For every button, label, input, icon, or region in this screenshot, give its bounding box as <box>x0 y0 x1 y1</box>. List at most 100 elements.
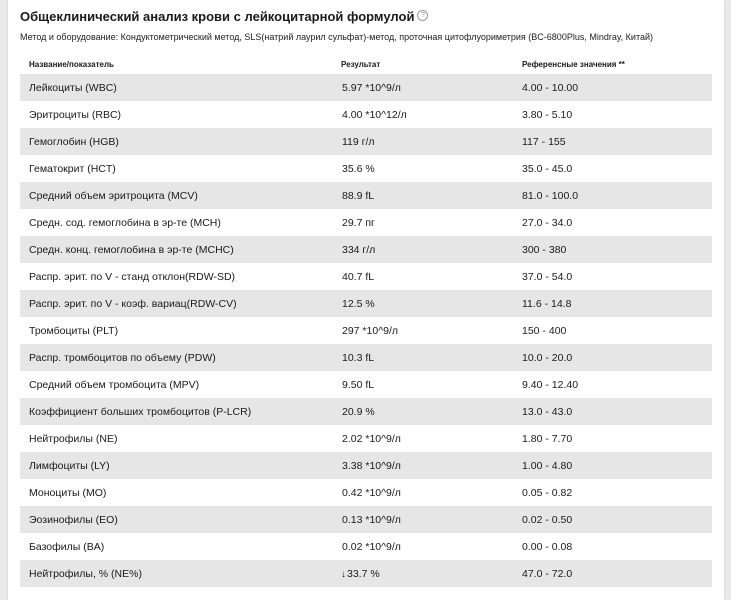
result-value: 5.97 *10^9/л <box>342 81 401 94</box>
cell-reference: 117 - 155 <box>513 128 712 155</box>
cell-result: 40.7 fL <box>332 263 513 290</box>
cell-reference: 11.6 - 14.8 <box>513 290 712 317</box>
result-value: 0.13 *10^9/л <box>342 513 401 526</box>
cell-result: 0.42 *10^9/л <box>332 479 513 506</box>
cell-reference: 37.0 - 54.0 <box>513 263 712 290</box>
cell-result: 88.9 fL <box>332 182 513 209</box>
cell-reference: 0.05 - 0.82 <box>513 479 712 506</box>
result-value: 29.7 пг <box>342 216 375 229</box>
cell-reference: 10.0 - 20.0 <box>513 344 712 371</box>
table-row: Коэффициент больших тромбоцитов (P-LCR) 2… <box>20 398 712 425</box>
table-row: Распр. эрит. по V - коэф. вариац(RDW-CV)… <box>20 290 712 317</box>
cell-name: Эритроциты (RBC) <box>20 101 332 128</box>
cell-result: 20.9 % <box>332 398 513 425</box>
cell-result: 29.7 пг <box>332 209 513 236</box>
table-row: Моноциты (MO) 0.42 *10^9/л 0.05 - 0.82 <box>20 479 712 506</box>
table-row: Лимфоциты (LY) 3.38 *10^9/л 1.00 - 4.80 <box>20 452 712 479</box>
cell-reference: 150 - 400 <box>513 317 712 344</box>
low-flag-icon: ↓ <box>341 568 346 580</box>
cell-name: Гематокрит (HCT) <box>20 155 332 182</box>
table-row: Гематокрит (HCT) 35.6 % 35.0 - 45.0 <box>20 155 712 182</box>
cell-name: Базофилы (BA) <box>20 533 332 560</box>
cell-reference: 4.00 - 10.00 <box>513 74 712 101</box>
cell-result: 334 г/л <box>332 236 513 263</box>
result-value: 88.9 fL <box>342 189 375 202</box>
cell-name: Нейтрофилы (NE) <box>20 425 332 452</box>
table-body: Лейкоциты (WBC) 5.97 *10^9/л 4.00 - 10.00 Э… <box>20 74 712 587</box>
cell-name: Тромбоциты (PLT) <box>20 317 332 344</box>
result-value: 334 г/л <box>342 243 376 256</box>
report-title: Общеклинический анализ крови с лейкоцита… <box>20 9 429 24</box>
table-row: Тромбоциты (PLT) 297 *10^9/л 150 - 400 <box>20 317 712 344</box>
cell-reference: 0.02 - 0.50 <box>513 506 712 533</box>
result-value: 10.3 fL <box>342 351 375 364</box>
table-row: Лейкоциты (WBC) 5.97 *10^9/л 4.00 - 10.00 <box>20 74 712 101</box>
cell-result: 5.97 *10^9/л <box>332 74 513 101</box>
report-sheet: Общеклинический анализ крови с лейкоцита… <box>8 0 724 600</box>
cell-reference: 47.0 - 72.0 <box>513 560 712 587</box>
cell-name: Лимфоциты (LY) <box>20 452 332 479</box>
table-row: Средн. сод. гемоглобина в эр-те (MCH) 29.… <box>20 209 712 236</box>
cell-result: 297 *10^9/л <box>332 317 513 344</box>
table-row: Нейтрофилы (NE) 2.02 *10^9/л 1.80 - 7.70 <box>20 425 712 452</box>
cell-name: Средн. конц. гемоглобина в эр-те (MCHC) <box>20 236 332 263</box>
table-row: Эозинофилы (EO) 0.13 *10^9/л 0.02 - 0.50 <box>20 506 712 533</box>
result-value: 35.6 % <box>342 162 375 175</box>
cell-reference: 300 - 380 <box>513 236 712 263</box>
cell-name: Распр. эрит. по V - станд отклон(RDW-SD) <box>20 263 332 290</box>
table-row: Средн. конц. гемоглобина в эр-те (MCHC) 3… <box>20 236 712 263</box>
cell-name: Коэффициент больших тромбоцитов (P-LCR) <box>20 398 332 425</box>
method-description: Метод и оборудование: Кондуктометрически… <box>20 32 653 42</box>
result-value: 0.42 *10^9/л <box>342 486 401 499</box>
result-value: 297 *10^9/л <box>342 324 399 337</box>
result-value: 40.7 fL <box>342 270 375 283</box>
result-value: 9.50 fL <box>342 378 375 391</box>
cell-name: Моноциты (MO) <box>20 479 332 506</box>
cell-reference: 1.00 - 4.80 <box>513 452 712 479</box>
header-name: Название/показатель <box>29 60 114 69</box>
result-value: 12.5 % <box>342 297 375 310</box>
table-row: Гемоглобин (HGB) 119 г/л 117 - 155 <box>20 128 712 155</box>
cell-result: 4.00 *10^12/л <box>332 101 513 128</box>
table-row: Эритроциты (RBC) 4.00 *10^12/л 3.80 - 5.10 <box>20 101 712 128</box>
table-row: Базофилы (BA) 0.02 *10^9/л 0.00 - 0.08 <box>20 533 712 560</box>
result-value: 2.02 *10^9/л <box>342 432 401 445</box>
cell-result: 0.13 *10^9/л <box>332 506 513 533</box>
cell-reference: 3.80 - 5.10 <box>513 101 712 128</box>
cell-reference: 1.80 - 7.70 <box>513 425 712 452</box>
cell-result: 10.3 fL <box>332 344 513 371</box>
cell-result: 12.5 % <box>332 290 513 317</box>
cell-name: Эозинофилы (EO) <box>20 506 332 533</box>
cell-name: Распр. эрит. по V - коэф. вариац(RDW-CV) <box>20 290 332 317</box>
cell-result: 35.6 % <box>332 155 513 182</box>
cell-reference: 35.0 - 45.0 <box>513 155 712 182</box>
cell-result: 3.38 *10^9/л <box>332 452 513 479</box>
report-title-text: Общеклинический анализ крови с лейкоцита… <box>20 9 415 24</box>
cell-name: Гемоглобин (HGB) <box>20 128 332 155</box>
cell-name: Нейтрофилы, % (NE%) <box>20 560 332 587</box>
result-value: 3.38 *10^9/л <box>342 459 401 472</box>
table-row: Распр. тромбоцитов по объему (PDW) 10.3 f… <box>20 344 712 371</box>
cell-reference: 81.0 - 100.0 <box>513 182 712 209</box>
table-row: Средний объем тромбоцита (MPV) 9.50 fL 9.4… <box>20 371 712 398</box>
header-result: Результат <box>341 60 381 69</box>
table-row: Нейтрофилы, % (NE%) ↓33.7 % 47.0 - 72.0 <box>20 560 712 587</box>
help-icon[interactable]: ? <box>417 10 429 21</box>
result-value: 119 г/л <box>342 135 375 148</box>
result-value: 33.7 % <box>347 567 380 580</box>
cell-name: Лейкоциты (WBC) <box>20 74 332 101</box>
cell-result: ↓33.7 % <box>332 560 513 587</box>
cell-reference: 27.0 - 34.0 <box>513 209 712 236</box>
header-reference: Референсные значения ** <box>522 60 625 69</box>
result-value: 4.00 *10^12/л <box>342 108 407 121</box>
table-header-row: Название/показатель Результат Референсны… <box>20 55 712 74</box>
cell-name: Средний объем эритроцита (MCV) <box>20 182 332 209</box>
cell-result: 9.50 fL <box>332 371 513 398</box>
cell-result: 2.02 *10^9/л <box>332 425 513 452</box>
result-value: 20.9 % <box>342 405 375 418</box>
cell-name: Средний объем тромбоцита (MPV) <box>20 371 332 398</box>
cell-name: Средн. сод. гемоглобина в эр-те (MCH) <box>20 209 332 236</box>
table-row: Средний объем эритроцита (MCV) 88.9 fL 81.… <box>20 182 712 209</box>
result-value: 0.02 *10^9/л <box>342 540 401 553</box>
cell-result: 119 г/л <box>332 128 513 155</box>
